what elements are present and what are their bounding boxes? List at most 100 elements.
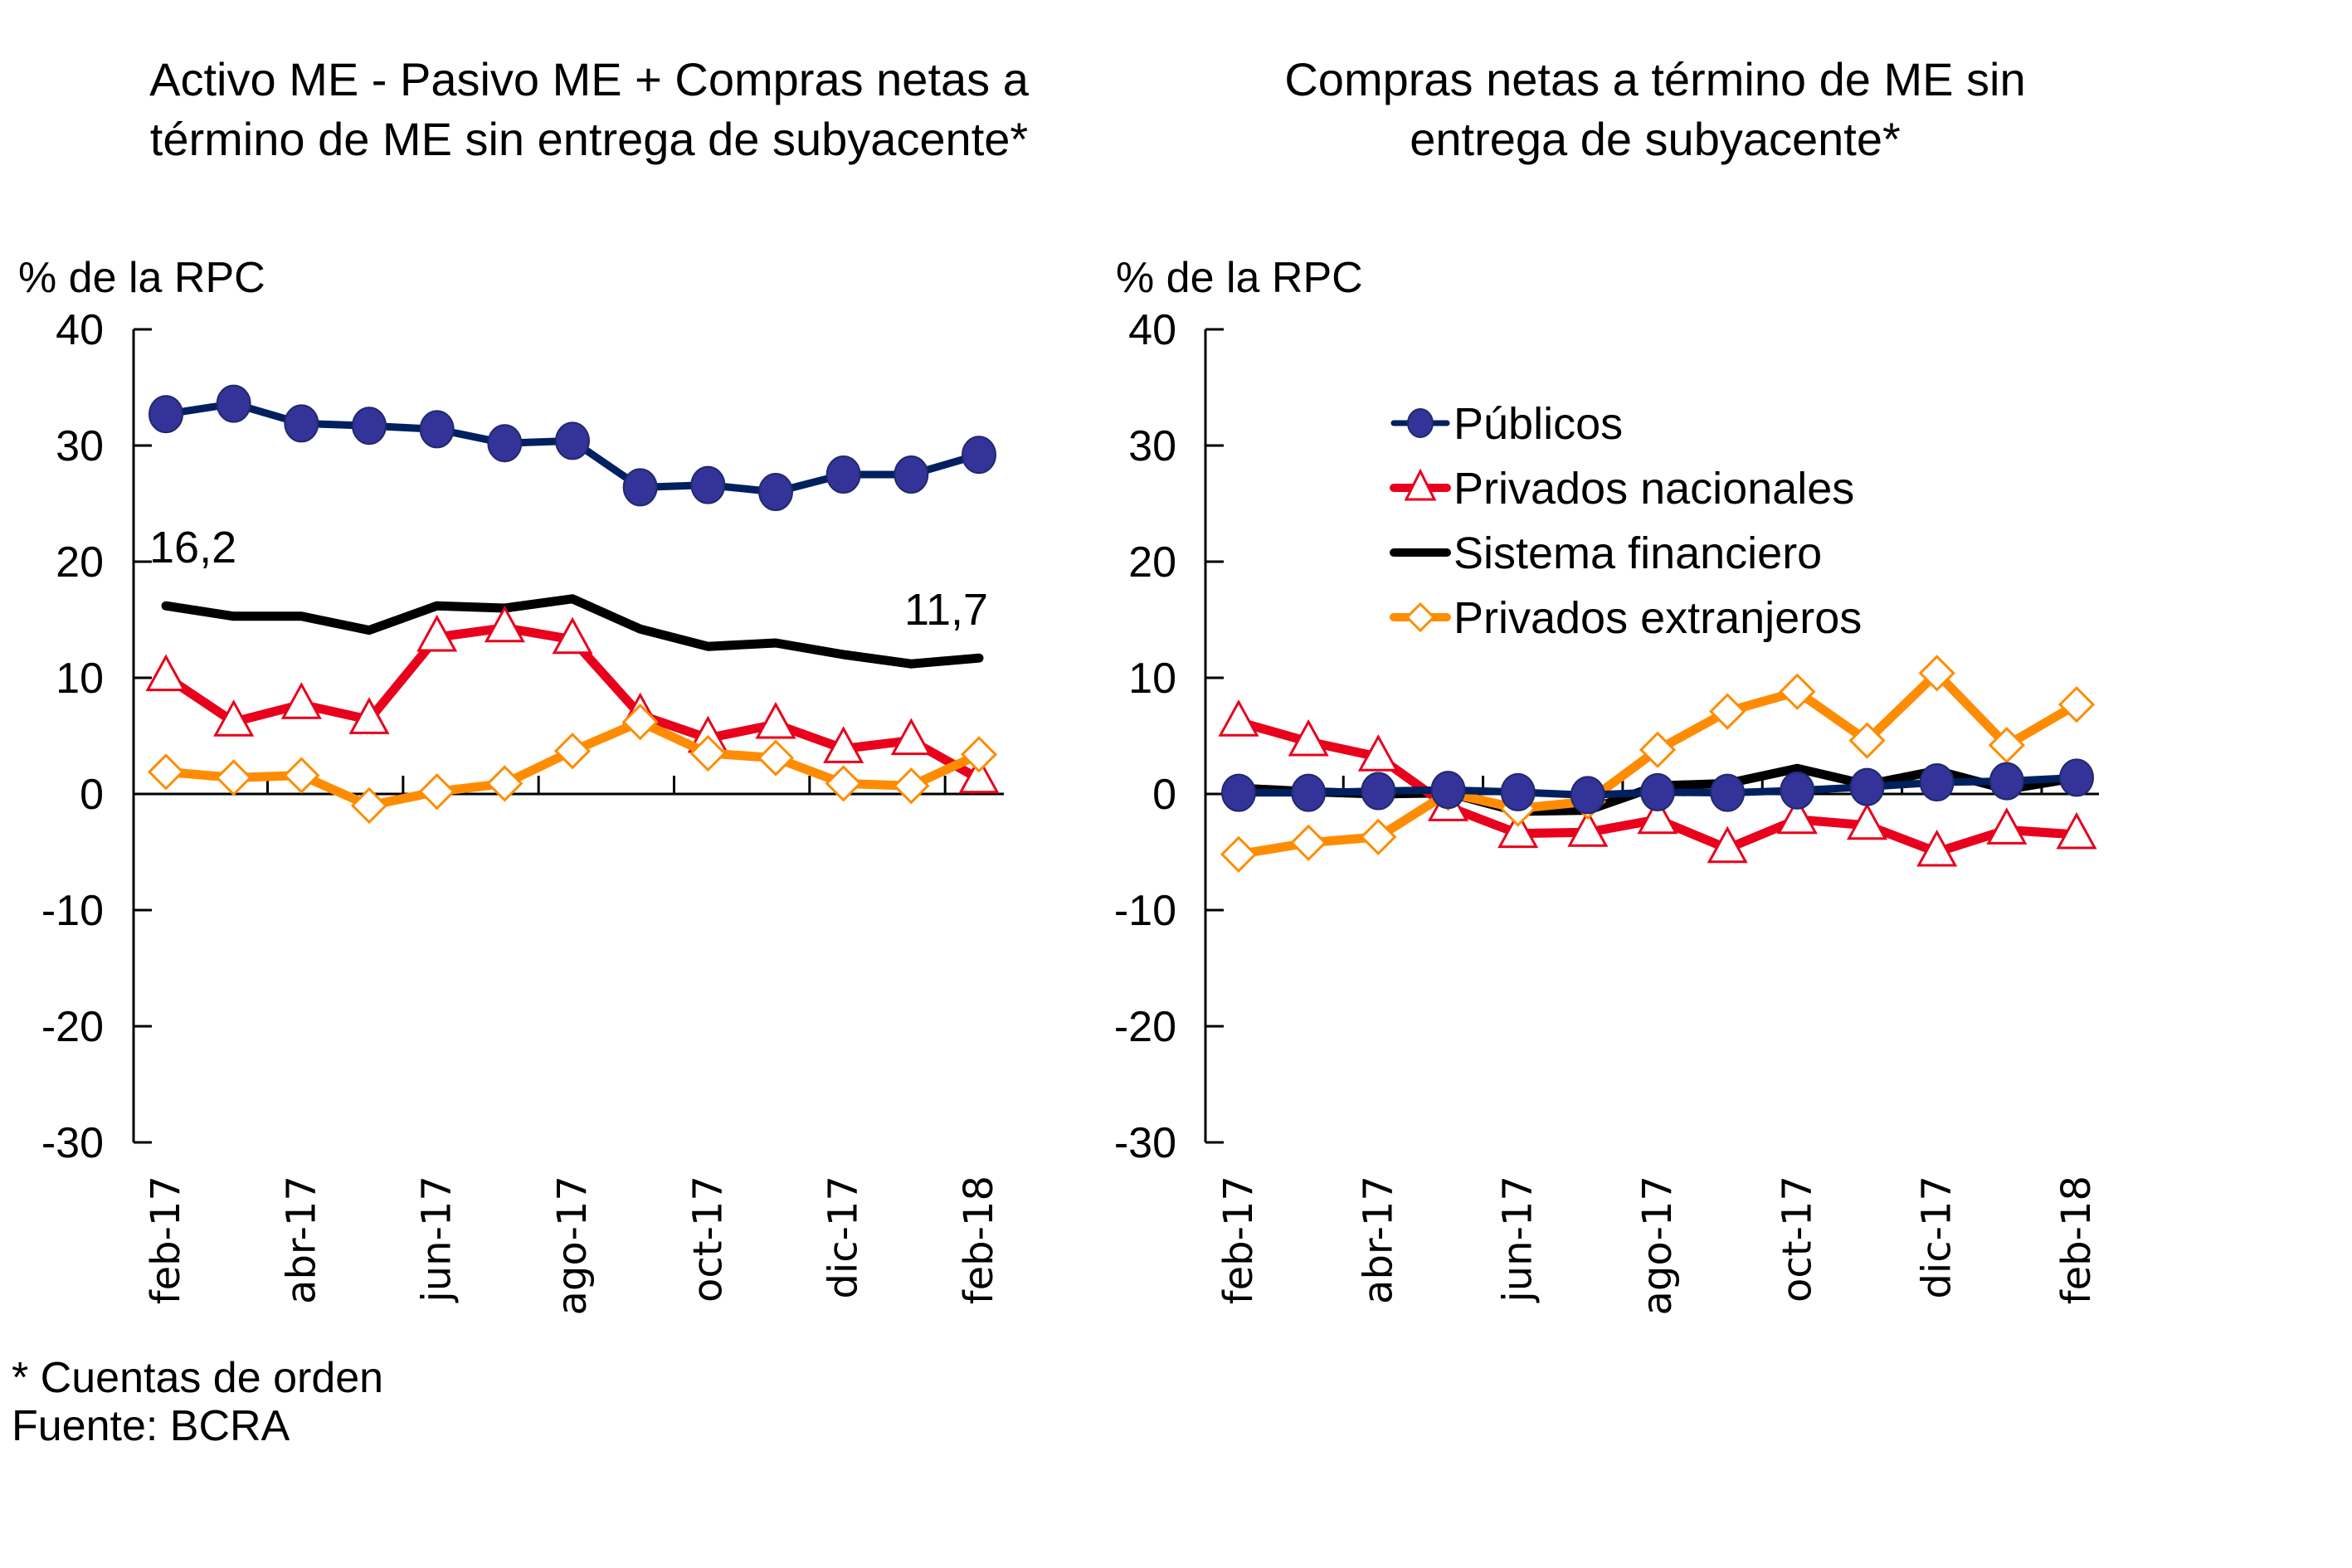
point-privados-nacionales (1776, 796, 1818, 835)
point-privados-extranjeros (215, 759, 252, 796)
left-x-tick-label: ago-17 (549, 1176, 596, 1316)
point-privados-extranjeros (621, 704, 659, 741)
legend-label-publicos: Públicos (1454, 399, 1623, 449)
right-x-tick-label: dic-17 (1914, 1176, 1960, 1299)
point-publicos (1430, 771, 1466, 810)
legend-marker-privados-nacionales (1404, 468, 1437, 501)
point-privados-nacionales (1846, 802, 1888, 840)
left-x-tick-label: oct-17 (684, 1176, 731, 1303)
left-x-tick-label: feb-17 (143, 1176, 189, 1304)
left-y-tick-label: -30 (41, 1119, 104, 1167)
legend-label-privados-extranjeros: Privados extranjeros (1454, 593, 1862, 643)
point-publicos (622, 468, 658, 507)
point-publicos (1989, 762, 2024, 801)
point-publicos (1291, 773, 1327, 812)
right-chart-title: Compras netas a término de ME sin entreg… (1195, 50, 2116, 169)
point-publicos (352, 407, 387, 446)
point-publicos (487, 424, 523, 463)
left-series-publicos (149, 384, 996, 511)
point-privados-extranjeros (1848, 722, 1886, 759)
point-publicos (1919, 763, 1955, 801)
right-y-tick-label: 40 (1128, 306, 1176, 354)
point-privados-extranjeros (486, 765, 523, 802)
point-privados-nacionales (2056, 811, 2097, 850)
point-publicos (2059, 758, 2094, 797)
left-y-tick-label: 40 (56, 306, 104, 354)
point-privados-nacionales (1357, 734, 1399, 772)
legend-label-privados-nacionales: Privados nacionales (1454, 464, 1854, 514)
right-y-tick-label: -30 (1114, 1119, 1176, 1167)
point-privados-extranjeros (1220, 835, 1258, 873)
point-privados-nacionales (552, 616, 593, 655)
point-publicos (894, 455, 929, 494)
right-y-tick-label: -10 (1114, 887, 1176, 935)
point-privados-nacionales (890, 718, 932, 756)
right-y-tick-label: 20 (1128, 538, 1176, 587)
right-chart-title-line-1: Compras netas a término de ME sin (1284, 53, 2026, 105)
right-y-tick-label: 0 (1152, 771, 1176, 819)
left-y-unit-label: % de la RPC (18, 254, 265, 302)
point-privados-nacionales (1567, 810, 1609, 847)
left-y-tick-label: 20 (56, 538, 104, 587)
point-privados-extranjeros (147, 753, 185, 791)
left-series-sistema-financiero (161, 594, 984, 669)
legend-marker-publicos (1407, 408, 1434, 438)
point-publicos (555, 421, 590, 460)
left-line-sistema-financiero (161, 594, 984, 669)
point-privados-extranjeros (757, 739, 795, 777)
footnote-source: Fuente: BCRA (12, 1402, 290, 1450)
right-x-tick-label: feb-17 (1215, 1176, 1262, 1304)
right-x-tick-label: oct-17 (1774, 1176, 1820, 1303)
right-x-tick-label: jun-17 (1495, 1176, 1541, 1303)
point-privados-nacionales (755, 701, 796, 739)
right-y-tick-label: -20 (1114, 1003, 1176, 1051)
left-x-tick-label: abr-17 (278, 1176, 324, 1304)
right-x-tick-label: abr-17 (1355, 1176, 1401, 1304)
left-y-tick-label: 30 (56, 422, 104, 470)
right-x-tick-label: ago-17 (1634, 1176, 1681, 1316)
point-privados-nacionales (484, 605, 525, 643)
left-y-tick-label: -20 (41, 1003, 104, 1051)
point-privados-extranjeros (2057, 686, 2096, 723)
point-privados-nacionales (1218, 699, 1259, 737)
point-publicos (1570, 776, 1605, 815)
legend-marker-privados-extranjeros (1405, 601, 1436, 633)
left-y-tick-label: 10 (56, 655, 104, 703)
point-publicos (690, 465, 726, 504)
point-privados-extranjeros (350, 786, 388, 825)
point-privados-nacionales (348, 697, 390, 734)
point-publicos (758, 473, 793, 511)
right-series-publicos (1221, 758, 2094, 815)
point-publicos (1849, 767, 1885, 806)
point-privados-nacionales (823, 726, 864, 763)
point-publicos (825, 455, 861, 494)
point-privados-extranjeros (1639, 731, 1677, 768)
left-chart-title: Activo ME - Pasivo ME + Compras netas a … (75, 50, 1103, 169)
point-privados-nacionales (213, 699, 255, 737)
point-privados-extranjeros (418, 773, 455, 811)
point-publicos (419, 410, 455, 449)
point-privados-extranjeros (825, 765, 862, 802)
point-privados-extranjeros (1290, 824, 1327, 861)
annotation-first: 16,2 (149, 523, 236, 572)
point-privados-extranjeros (960, 736, 998, 773)
left-chart-title-line-1: Activo ME - Pasivo ME + Compras netas a (149, 53, 1029, 105)
legend-label-sistema-financiero: Sistema financiero (1454, 528, 1822, 578)
left-y-tick-label: 0 (80, 771, 104, 819)
point-privados-nacionales (416, 614, 458, 652)
point-privados-nacionales (1916, 829, 1958, 867)
point-privados-nacionales (1497, 811, 1539, 849)
right-y-unit-label: % de la RPC (1116, 254, 1363, 302)
right-y-tick-label: 10 (1128, 655, 1176, 703)
point-publicos (1780, 771, 1815, 810)
left-x-tick-label: feb-18 (956, 1176, 1002, 1304)
right-x-tick-label: feb-18 (2053, 1176, 2100, 1304)
point-privados-extranjeros (1918, 655, 1955, 692)
left-series-privados-nacionales (145, 605, 1000, 794)
point-privados-extranjeros (1360, 818, 1397, 855)
left-series-privados-extranjeros (147, 704, 998, 825)
point-privados-extranjeros (689, 734, 727, 772)
point-privados-nacionales (280, 682, 322, 719)
point-publicos (1710, 773, 1746, 812)
point-privados-nacionales (1637, 796, 1678, 835)
